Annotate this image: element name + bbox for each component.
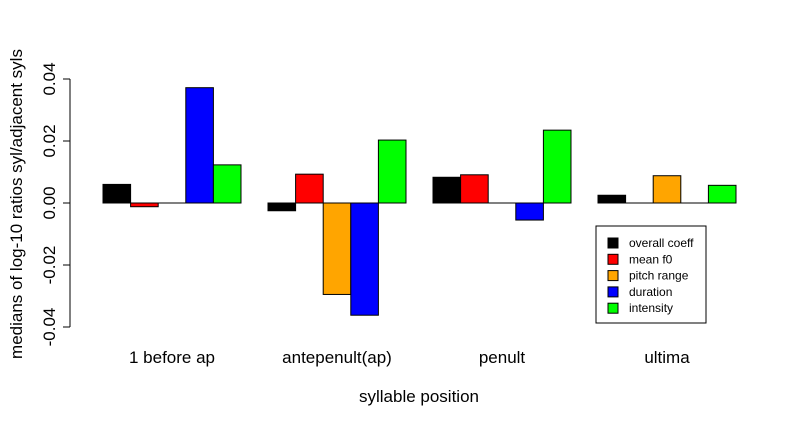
- y-axis-label: medians of log-10 ratios syl/adjacent sy…: [7, 49, 26, 359]
- bar-duration-1: [350, 202, 379, 316]
- bar-intensity-1: [377, 139, 407, 204]
- bar-mean-f0-0: [130, 202, 159, 208]
- bar-intensity-0: [212, 164, 242, 204]
- legend-label: intensity: [629, 301, 673, 315]
- y-tick-label: -0.02: [40, 246, 59, 285]
- x-tick-label: 1 before ap: [129, 348, 215, 367]
- bar-intensity-3: [707, 184, 737, 204]
- legend: overall coeff mean f0 pitch range duration i…: [595, 225, 707, 324]
- y-tick-label: 0.04: [40, 62, 59, 95]
- bar-overall-coeff-2: [432, 176, 462, 204]
- legend-label: duration: [629, 285, 672, 299]
- x-axis-label: syllable position: [359, 387, 479, 406]
- category-labels: 1 before ap antepenult(ap) penult ultima: [129, 348, 690, 367]
- bar-mean-f0-2: [460, 174, 489, 204]
- legend-swatch: [607, 302, 619, 314]
- legend-label: overall coeff: [629, 236, 694, 250]
- x-tick-label: penult: [479, 348, 526, 367]
- bar-pitch-range-3: [652, 175, 682, 204]
- x-tick-label: antepenult(ap): [282, 348, 392, 367]
- y-tick-label: 0.02: [40, 124, 59, 157]
- legend-swatch: [607, 237, 619, 249]
- legend-swatch: [607, 286, 619, 298]
- x-tick-label: ultima: [644, 348, 690, 367]
- bar-overall-coeff-1: [267, 202, 297, 212]
- legend-label: pitch range: [629, 269, 689, 283]
- legend-swatch: [607, 270, 619, 282]
- legend-label: mean f0: [629, 252, 673, 266]
- bar-pitch-range-1: [322, 202, 352, 295]
- bar-overall-coeff-0: [102, 183, 132, 204]
- bar-intensity-2: [542, 129, 572, 204]
- y-tick-label: 0.00: [40, 186, 59, 219]
- y-tick-label: -0.04: [40, 308, 59, 347]
- bar-mean-f0-1: [295, 173, 324, 204]
- bar-overall-coeff-3: [597, 194, 627, 204]
- legend-swatch: [607, 253, 619, 265]
- bar-duration-2: [515, 202, 544, 221]
- bar-duration-0: [185, 87, 214, 204]
- y-axis: -0.04 -0.02 0.00 0.02 0.04: [40, 62, 71, 347]
- bars: [102, 87, 737, 316]
